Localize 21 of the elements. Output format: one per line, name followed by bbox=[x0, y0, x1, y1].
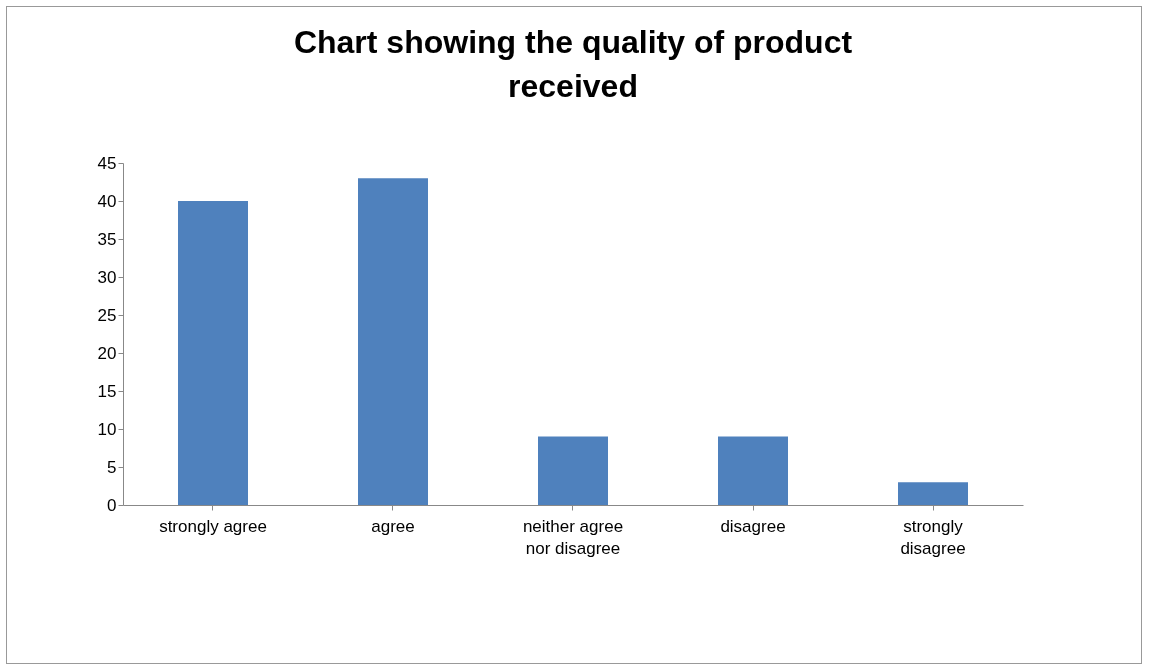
y-tick-label: 10 bbox=[97, 419, 117, 439]
y-tick-label: 15 bbox=[97, 381, 117, 401]
bar bbox=[358, 178, 428, 505]
x-tick-label: strongly disagree bbox=[900, 516, 966, 558]
x-tick-label: agree bbox=[371, 516, 415, 536]
y-tick-label: 35 bbox=[97, 229, 117, 249]
y-tick-label: 25 bbox=[97, 305, 117, 325]
y-tick-label: 5 bbox=[107, 457, 117, 477]
bar bbox=[898, 482, 968, 505]
y-tick-label: 20 bbox=[97, 343, 117, 363]
bar bbox=[178, 201, 248, 505]
y-tick-label: 30 bbox=[97, 267, 117, 287]
y-tick-label: 40 bbox=[97, 191, 117, 211]
chart-title: Chart showing the quality of product received bbox=[293, 24, 853, 104]
y-tick-label: 0 bbox=[107, 495, 117, 515]
bar bbox=[538, 436, 608, 505]
x-tick-label: neither agree nor disagree bbox=[522, 516, 624, 558]
bar bbox=[718, 436, 788, 505]
x-tick-label: disagree bbox=[720, 516, 786, 536]
x-tick-label: strongly agree bbox=[159, 516, 267, 536]
y-tick-label: 45 bbox=[97, 153, 117, 173]
